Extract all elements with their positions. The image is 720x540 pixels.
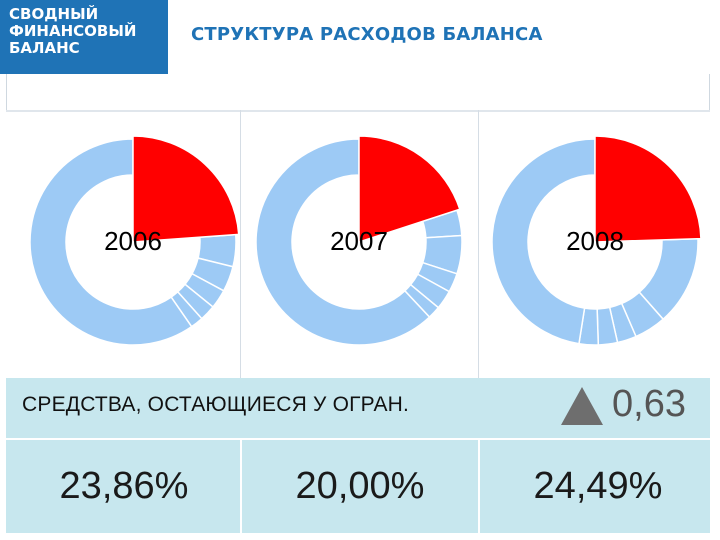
percentage-2007: 20,00% [295, 465, 425, 507]
increase-triangle-icon [561, 387, 603, 425]
charts-area [6, 110, 710, 378]
logo-line-1: СВОДНЫЙ [9, 5, 99, 23]
percentage-separator [240, 440, 242, 533]
percentage-2006: 23,86% [59, 465, 189, 507]
percentage-separator [478, 440, 480, 533]
summary-label: СРЕДСТВА, ОСТАЮЩИЕСЯ У ОГРАН. [22, 393, 410, 416]
chart-cell-2007 [241, 110, 479, 378]
header-frame [6, 74, 710, 110]
percentage-2008: 24,49% [533, 465, 663, 507]
percentages-row [6, 440, 710, 533]
summary-delta: 0,63 [612, 383, 686, 425]
brand-logo: СВОДНЫЙ ФИНАНСОВЫЙ БАЛАНС [0, 0, 168, 74]
slide-title: СТРУКТУРА РАСХОДОВ БАЛАНСА [191, 24, 543, 45]
logo-line-3: БАЛАНС [9, 39, 80, 57]
chart-cell-2006 [6, 110, 241, 378]
logo-line-2: ФИНАНСОВЫЙ [9, 22, 137, 40]
